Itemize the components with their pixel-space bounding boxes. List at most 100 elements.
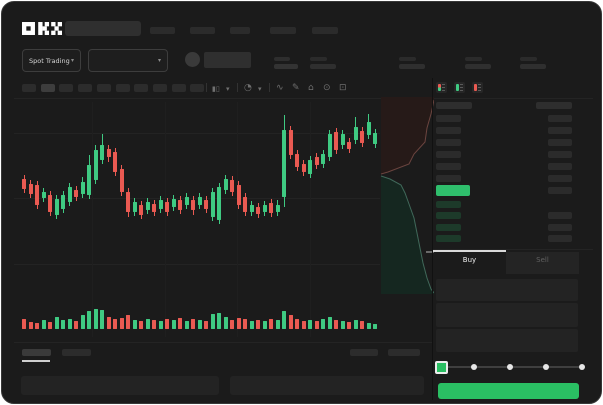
pair-filter-dropdown[interactable]: ▾ [88,49,168,72]
candle-body [366,122,371,135]
interval-button-placeholder[interactable] [59,84,74,92]
tab-buy[interactable]: Buy [462,256,477,264]
alert-icon[interactable]: ⊙ [323,83,331,93]
nav-item-placeholder[interactable] [312,27,338,34]
volume-bar [236,318,241,329]
amount-slider-handle[interactable] [435,361,448,374]
candle-body [184,197,189,205]
slider-step-dot[interactable] [507,364,513,370]
chevron-down-icon[interactable]: ▾ [258,85,262,93]
orderbook-header-placeholder [536,102,572,109]
nav-item-placeholder[interactable] [190,27,215,34]
book-view-asks-icon[interactable] [472,82,483,93]
volume-bar [210,314,215,329]
interval-button-placeholder[interactable] [96,84,111,92]
slider-step-dot[interactable] [543,364,549,370]
ask-row-amount-placeholder[interactable] [548,115,572,122]
chevron-down-icon[interactable]: ▾ [226,85,230,93]
volume-bar [74,321,78,329]
volume-bar [87,311,91,329]
pair-name-placeholder [204,52,251,68]
pair-selector[interactable] [185,52,335,70]
candle-body [113,152,117,172]
ask-row-price-placeholder[interactable] [436,151,461,158]
candle-body [145,202,150,210]
ticker-stat-label-placeholder [465,57,482,61]
last-price-placeholder [274,64,298,69]
bottom-panel-placeholder [230,376,424,395]
volume-bar [80,315,85,329]
bottom-right-placeholder[interactable] [388,349,420,356]
chart-surface[interactable] [14,99,380,341]
candle-style-icon[interactable]: ▮▯ [212,85,220,93]
candle-body [28,184,33,194]
total-input[interactable] [436,329,578,352]
volume-bar [48,322,52,329]
submit-buy-button[interactable] [438,383,579,399]
volume-bar [256,320,260,329]
market-type-dropdown[interactable]: Spot Trading ▾ [22,49,81,72]
interval-button-placeholder[interactable] [115,84,130,92]
candle-body [347,142,351,149]
ask-row-amount-placeholder[interactable] [548,127,572,134]
ticker-stat-value-placeholder [520,64,546,69]
slider-step-dot[interactable] [579,364,585,370]
candle-body [249,205,254,212]
bottom-tab-placeholder[interactable] [62,349,91,356]
volume-bar [126,315,130,329]
search-input[interactable] [65,21,141,36]
indicators-icon[interactable]: ◔ [244,83,252,93]
book-icon-column [474,84,477,91]
camera-icon[interactable]: ⌂ [308,83,314,93]
interval-button-placeholder[interactable] [22,84,36,92]
volume-bar [230,320,234,329]
ask-row-amount-placeholder[interactable] [548,175,572,182]
bottom-tab-placeholder[interactable] [22,349,51,356]
ask-row-price-placeholder[interactable] [436,115,461,122]
volume-bar [308,320,312,329]
orderbook-tabs-divider [433,249,593,250]
bid-row-price-placeholder[interactable] [436,212,461,219]
bid-row-amount-placeholder[interactable] [548,235,572,242]
ask-row-amount-placeholder[interactable] [548,163,572,170]
price-input[interactable] [436,279,578,301]
last-price-highlight[interactable] [436,185,470,196]
book-icon-lines [478,84,481,91]
ask-row-price-placeholder[interactable] [436,139,461,146]
volume-bar [295,319,299,329]
candle-body [48,195,52,212]
slider-step-dot[interactable] [471,364,477,370]
volume-bar [282,311,286,329]
nav-item-placeholder[interactable] [230,27,250,34]
bottom-panel-placeholder [21,376,219,395]
ask-row-price-placeholder[interactable] [436,127,461,134]
nav-item-placeholder[interactable] [150,27,175,34]
nav-item-placeholder[interactable] [270,27,296,34]
interval-button-placeholder[interactable] [190,84,205,92]
candle-body [171,199,176,207]
bid-row-amount-placeholder[interactable] [548,224,572,231]
interval-button-placeholder[interactable] [40,84,55,92]
candle-body [100,145,104,160]
draw-tool-icon[interactable]: ✎ [292,83,300,93]
bid-row-price-placeholder[interactable] [436,235,461,242]
candle-body [197,197,202,205]
bid-row-price-placeholder[interactable] [436,224,461,231]
interval-button-placeholder[interactable] [171,84,186,92]
book-view-bids-icon[interactable] [454,82,465,93]
amount-input[interactable] [436,303,578,327]
line-tool-icon[interactable]: ∿ [276,83,284,93]
ask-row-amount-placeholder[interactable] [548,151,572,158]
ask-row-amount-placeholder[interactable] [548,139,572,146]
tab-sell[interactable]: Sell [536,256,549,264]
ask-row-price-placeholder[interactable] [436,175,461,182]
bottom-right-placeholder[interactable] [350,349,378,356]
fullscreen-icon[interactable]: ⊡ [339,83,347,93]
interval-button-placeholder[interactable] [78,84,93,92]
ask-row-price-placeholder[interactable] [436,163,461,170]
interval-button-placeholder[interactable] [152,84,167,92]
interval-button-placeholder[interactable] [134,84,149,92]
book-view-all-icon[interactable] [436,82,447,93]
bid-row-amount-placeholder[interactable] [548,212,572,219]
bid-row-price-placeholder[interactable] [436,201,461,208]
